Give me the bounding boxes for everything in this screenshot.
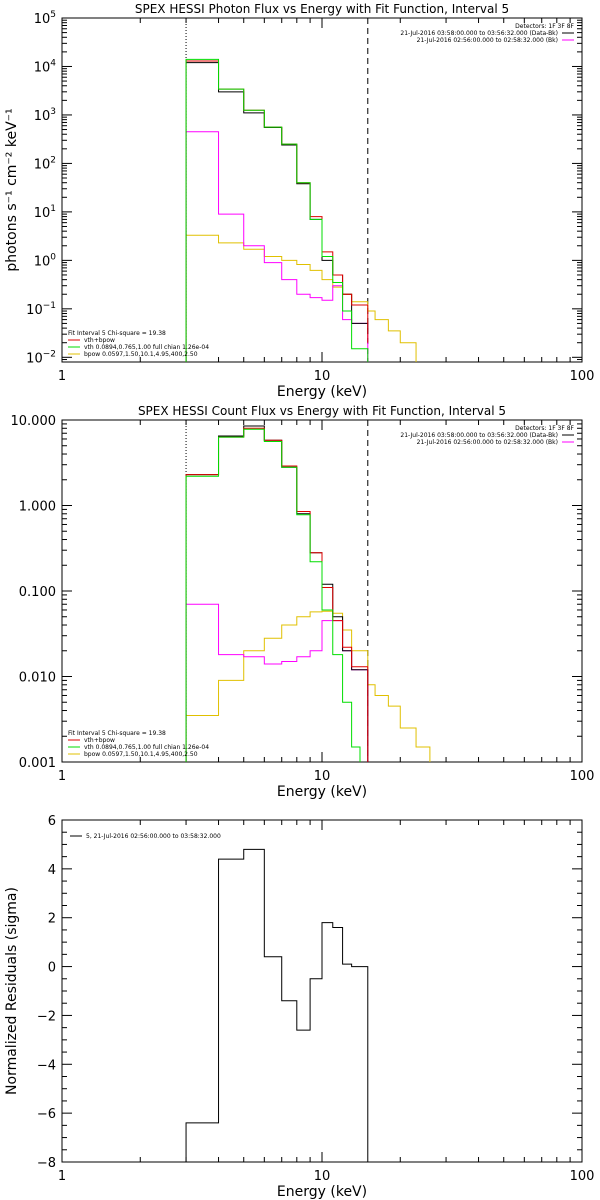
series-data	[185, 848, 369, 1162]
y-tick-exponent: 5	[50, 10, 56, 20]
x-tick-label: 100	[570, 1169, 595, 1184]
y-tick-base: 10	[34, 12, 51, 27]
series-bk	[185, 131, 369, 362]
legend-entry-text: bpow 0.0597,1.50,10.1,4.95,400,2.50	[84, 751, 198, 758]
plot-frame	[61, 17, 583, 363]
series-data	[185, 62, 369, 362]
series-bpow	[185, 234, 417, 362]
y-tick-label: 0.010	[19, 671, 56, 686]
y-tick-label: 1.000	[19, 500, 56, 515]
series-vth	[185, 428, 361, 762]
x-tick-label: 100	[570, 769, 595, 784]
y-axis-label: Normalized Residuals (sigma)	[4, 887, 20, 1095]
y-tick-label: 101	[34, 204, 56, 221]
y-tick-base: 10	[34, 206, 51, 221]
y-tick-label: 10−1	[26, 301, 56, 318]
legend-entry-text: vth+bpow	[84, 737, 115, 744]
chart-title: SPEX HESSI Count Flux vs Energy with Fit…	[138, 404, 506, 418]
legend: 5, 21-Jul-2016 02:56:00.000 to 03:58:32.…	[70, 833, 221, 840]
series-group	[185, 425, 431, 762]
y-tick-label: −4	[37, 1058, 56, 1073]
legend-entry-text: 5, 21-Jul-2016 02:56:00.000 to 03:58:32.…	[86, 833, 221, 840]
y-tick-label: 102	[34, 155, 56, 172]
y-tick-label: −2	[37, 1009, 56, 1024]
legend-entry-text: vth 0.0894,0.765,1.00 full chian 1.26e-0…	[84, 744, 209, 751]
y-tick-exponent: −1	[43, 301, 56, 311]
y-tick-label: 10−2	[26, 349, 56, 366]
y-tick-label: 100	[34, 252, 57, 269]
y-tick-exponent: 1	[50, 204, 56, 214]
x-axis-label: Energy (keV)	[277, 1184, 367, 1200]
y-tick-label: 4	[48, 863, 56, 878]
legend-entry-text: bpow 0.0597,1.50,10.1,4.95,400,2.50	[84, 351, 198, 358]
y-tick-label: 0	[48, 961, 56, 976]
series-group	[185, 848, 369, 1162]
x-axis-label: Energy (keV)	[277, 384, 367, 400]
legend-entry-text: 21-Jul-2016 03:58:00.000 to 03:56:32.000…	[400, 432, 558, 439]
y-tick-label: −8	[37, 1156, 56, 1171]
y-tick-label: 105	[34, 10, 56, 27]
series-total	[185, 427, 369, 762]
x-tick-label: 10	[314, 369, 331, 384]
y-axis-label: photons s⁻¹ cm⁻² keV⁻¹	[4, 108, 20, 271]
series-data	[185, 425, 369, 762]
legend-entry-text: vth+bpow	[84, 337, 115, 344]
y-tick-exponent: 4	[50, 58, 56, 68]
x-tick-label: 100	[570, 369, 595, 384]
y-tick-exponent: 0	[50, 252, 56, 262]
series-bpow	[185, 610, 431, 762]
series-group	[185, 58, 417, 362]
legend-header: Fit Interval 5 Chi-square = 19.38	[68, 730, 166, 737]
y-tick-base: 10	[26, 351, 43, 366]
y-tick-label: −6	[37, 1107, 56, 1122]
legend-entry-text: 21-Jul-2016 02:56:00.000 to 02:58:32.000…	[417, 439, 558, 446]
y-tick-exponent: 3	[50, 107, 56, 117]
series-bk	[185, 603, 369, 762]
chart-title: SPEX HESSI Photon Flux vs Energy with Fi…	[135, 2, 509, 16]
y-tick-label: 10.000	[11, 414, 57, 429]
y-tick-base: 10	[34, 157, 51, 172]
y-tick-label: 2	[48, 912, 56, 927]
y-tick-base: 10	[34, 60, 51, 75]
legend-entry-text: 21-Jul-2016 02:56:00.000 to 02:58:32.000…	[417, 37, 558, 44]
y-tick-label: 103	[34, 107, 56, 124]
series-total	[185, 60, 369, 362]
plot-frame	[61, 819, 583, 1163]
legend-entry-text: vth 0.0894,0.765,1.00 full chian 1.26e-0…	[84, 344, 209, 351]
y-tick-base: 10	[34, 109, 51, 124]
panel-resid: 1 10 100 Energy (keV) 6 4 2 0 −2 −4 −6 −8 Normalized…	[4, 814, 594, 1200]
legend-header: Fit Interval 5 Chi-square = 19.38	[68, 330, 166, 337]
x-tick-label: 10	[314, 769, 331, 784]
x-tick-label: 10	[314, 1169, 331, 1184]
legend-header: Detectors: 1F 3F 8F	[515, 23, 574, 30]
series-vth	[185, 58, 369, 362]
panel-count: SPEX HESSI Count Flux vs Energy with Fit…	[11, 404, 595, 800]
y-tick-base: 10	[34, 254, 51, 269]
legend: Fit Interval 5 Chi-square = 19.38vth+bpo…	[68, 730, 209, 758]
y-tick-exponent: −2	[43, 349, 56, 359]
y-tick-label: 0.100	[19, 585, 56, 600]
y-tick-label: 104	[34, 58, 57, 75]
y-tick-exponent: 2	[50, 155, 56, 165]
y-tick-label: 6	[48, 814, 56, 829]
y-tick-label: 0.001	[19, 756, 56, 771]
legend-header: Detectors: 1F 3F 8F	[515, 425, 574, 432]
x-tick-label: 1	[58, 769, 66, 784]
panel-photon: SPEX HESSI Photon Flux vs Energy with Fi…	[4, 2, 594, 400]
y-tick-base: 10	[26, 303, 43, 318]
x-tick-label: 1	[58, 369, 66, 384]
legend-entry-text: 21-Jul-2016 03:58:00.000 to 03:56:32.000…	[400, 30, 558, 37]
x-axis-label: Energy (keV)	[277, 784, 367, 800]
legend: Fit Interval 5 Chi-square = 19.38vth+bpo…	[68, 330, 209, 358]
x-tick-label: 1	[58, 1169, 66, 1184]
